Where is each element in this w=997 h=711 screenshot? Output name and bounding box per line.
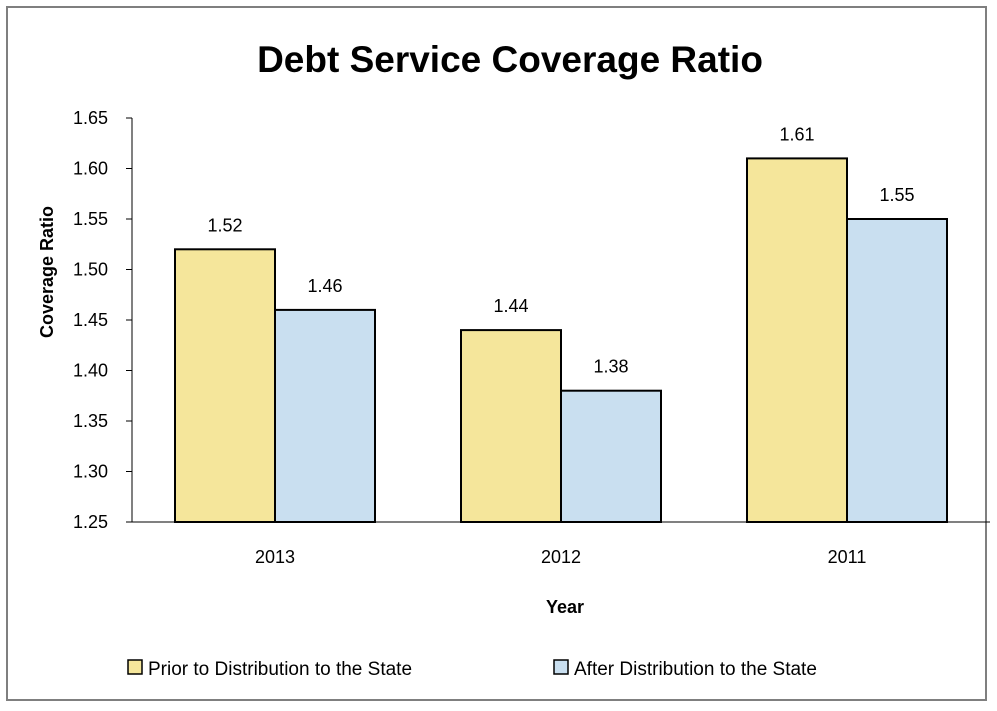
- y-tick-label: 1.30: [73, 462, 108, 482]
- legend-label: After Distribution to the State: [574, 659, 817, 680]
- data-labels: 1.52 1.46 1.44 1.38 1.61 1.55: [207, 124, 914, 376]
- bars: [174, 157, 948, 524]
- y-tick-label: 1.60: [73, 159, 108, 179]
- y-tick-label: 1.55: [73, 209, 108, 229]
- y-tick-label: 1.25: [73, 512, 108, 532]
- legend: Prior to Distribution to the State After …: [127, 659, 817, 680]
- bar-after-2011: [846, 218, 948, 523]
- y-axis-ticks: 1.25 1.30 1.35 1.40 1.45 1.50 1.55 1.60 1.65: [73, 108, 132, 532]
- x-tick-label: 2012: [541, 547, 581, 567]
- data-label: 1.46: [307, 276, 342, 296]
- legend-swatch: [553, 659, 569, 675]
- bar-prior-2011: [746, 157, 848, 523]
- y-tick-label: 1.35: [73, 411, 108, 431]
- data-label: 1.44: [493, 296, 528, 316]
- y-axis-title: Coverage Ratio: [37, 206, 57, 338]
- bar-after-2013: [274, 308, 376, 523]
- x-tick-label: 2013: [255, 547, 295, 567]
- legend-label: Prior to Distribution to the State: [148, 659, 412, 680]
- data-label: 1.38: [593, 357, 628, 377]
- legend-swatch: [127, 659, 143, 675]
- y-tick-label: 1.45: [73, 310, 108, 330]
- data-label: 1.52: [207, 215, 242, 235]
- data-label: 1.55: [879, 185, 914, 205]
- x-axis-ticks: 2013 2012 2011: [255, 547, 866, 567]
- y-tick-label: 1.40: [73, 361, 108, 381]
- data-label: 1.61: [779, 124, 814, 144]
- chart-title: Debt Service Coverage Ratio: [257, 39, 763, 80]
- bar-after-2012: [560, 389, 662, 524]
- x-axis-title: Year: [546, 597, 584, 617]
- bar-prior-2013: [174, 248, 276, 524]
- y-tick-label: 1.65: [73, 108, 108, 128]
- x-tick-label: 2011: [828, 547, 867, 567]
- y-tick-label: 1.50: [73, 260, 108, 280]
- bar-prior-2012: [460, 329, 562, 523]
